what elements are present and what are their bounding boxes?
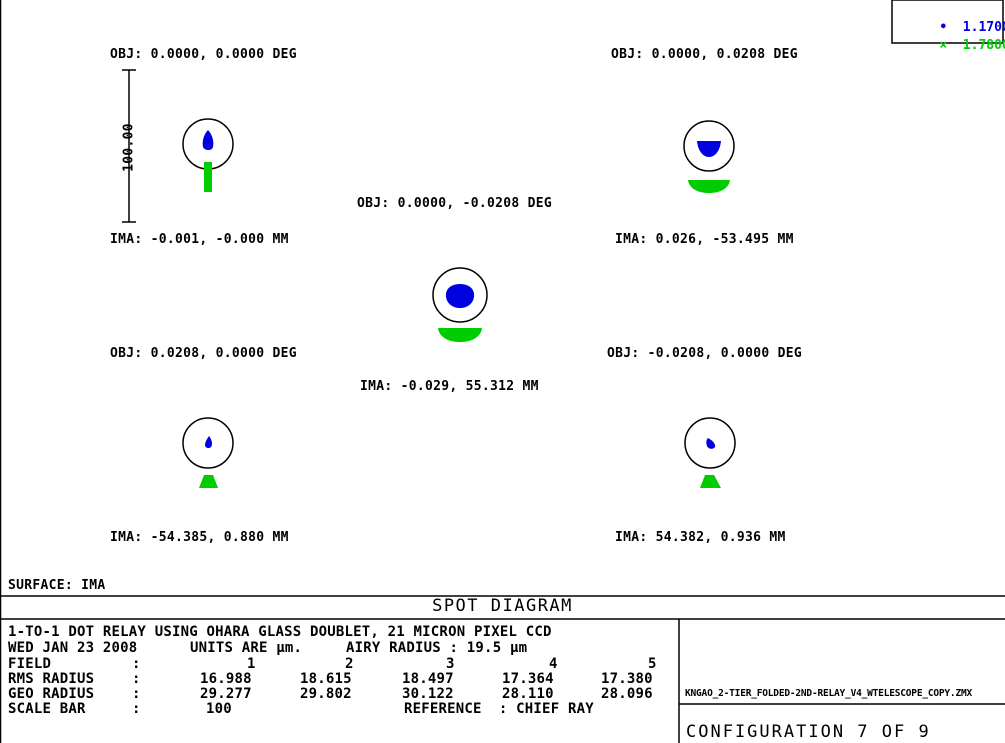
rms-value: 17.364 (502, 671, 554, 687)
geo-value: 28.110 (502, 686, 554, 702)
legend-marker: × (939, 38, 948, 53)
spot-field-3 (432, 267, 488, 342)
ima-label-1: IMA: -0.001, -0.000 MM (110, 232, 289, 247)
spot-blue (205, 436, 213, 449)
info-description: 1-TO-1 DOT RELAY USING OHARA GLASS DOUBL… (8, 624, 552, 640)
obj-label-5: OBJ: -0.0208, 0.0000 DEG (607, 346, 803, 361)
spot-field-1 (182, 118, 234, 192)
spot-blue (445, 284, 475, 308)
legend-box (891, 0, 1004, 44)
field-number: 2 (345, 656, 354, 672)
spot-blue (202, 130, 214, 150)
rms-value: 18.497 (402, 671, 454, 687)
spot-field-2 (683, 120, 735, 193)
spot-blue (706, 438, 716, 449)
scale-bar (122, 69, 136, 223)
plot-title: SPOT DIAGRAM (432, 596, 573, 616)
configuration-label: CONFIGURATION 7 OF 9 (686, 722, 931, 742)
geo-value: 30.122 (402, 686, 454, 702)
info-date: WED JAN 23 2008 (8, 640, 138, 656)
spot-green (204, 162, 212, 192)
legend-entry-1: • 1.1700 (908, 5, 1005, 50)
rms-label: RMS RADIUS (8, 671, 95, 687)
obj-label-2: OBJ: 0.0000, 0.0208 DEG (611, 47, 798, 62)
spot-field-5 (684, 417, 736, 488)
scale-label: SCALE BAR (8, 701, 86, 717)
spot-blue (697, 141, 721, 157)
rms-colon: : (132, 671, 141, 687)
geo-label: GEO RADIUS (8, 686, 95, 702)
obj-label-4: OBJ: 0.0208, 0.0000 DEG (110, 346, 297, 361)
ima-label-3: IMA: -0.029, 55.312 MM (360, 379, 539, 394)
ima-label-4: IMA: -54.385, 0.880 MM (110, 530, 289, 545)
ima-label-5: IMA: 54.382, 0.936 MM (615, 530, 786, 545)
spot-green (688, 180, 730, 193)
geo-value: 29.277 (200, 686, 252, 702)
lens-filename: KNGAO_2-TIER_FOLDED-2ND-RELAY_V4_WTELESC… (685, 688, 973, 699)
geo-value: 28.096 (601, 686, 653, 702)
obj-label-1: OBJ: 0.0000, 0.0000 DEG (110, 47, 297, 62)
legend-value: 1.1700 (962, 20, 1005, 35)
rms-value: 16.988 (200, 671, 252, 687)
scale-bar-value: 100 (206, 701, 232, 717)
reference-label: REFERENCE : CHIEF RAY (404, 701, 594, 717)
spot-green (199, 475, 218, 488)
field-number: 4 (549, 656, 558, 672)
field-number: 3 (446, 656, 455, 672)
ima-label-2: IMA: 0.026, -53.495 MM (615, 232, 794, 247)
field-number: 1 (247, 656, 256, 672)
spot-field-4 (182, 417, 234, 488)
surface-label: SURFACE: IMA (8, 578, 106, 593)
spot-green (700, 475, 721, 488)
field-number: 5 (648, 656, 657, 672)
geo-value: 29.802 (300, 686, 352, 702)
rms-value: 18.615 (300, 671, 352, 687)
scale-colon: : (132, 701, 141, 717)
airy-circle (432, 267, 488, 323)
field-label: FIELD (8, 656, 52, 672)
info-units: UNITS ARE µm. (190, 640, 303, 656)
info-airy-radius: AIRY RADIUS : 19.5 µm (346, 640, 528, 656)
legend-marker: • (939, 20, 948, 35)
airy-circle (684, 417, 736, 469)
obj-label-3: OBJ: 0.0000, -0.0208 DEG (357, 196, 553, 211)
geo-colon: : (132, 686, 141, 702)
rms-value: 17.380 (601, 671, 653, 687)
airy-circle (182, 417, 234, 469)
spot-green (438, 328, 482, 342)
airy-circle (683, 120, 735, 172)
scale-bar-label: 100.00 (121, 123, 137, 172)
legend-entry-2: × 1.7800 (908, 23, 1005, 68)
legend-value: 1.7800 (962, 38, 1005, 53)
field-colon: : (132, 656, 141, 672)
